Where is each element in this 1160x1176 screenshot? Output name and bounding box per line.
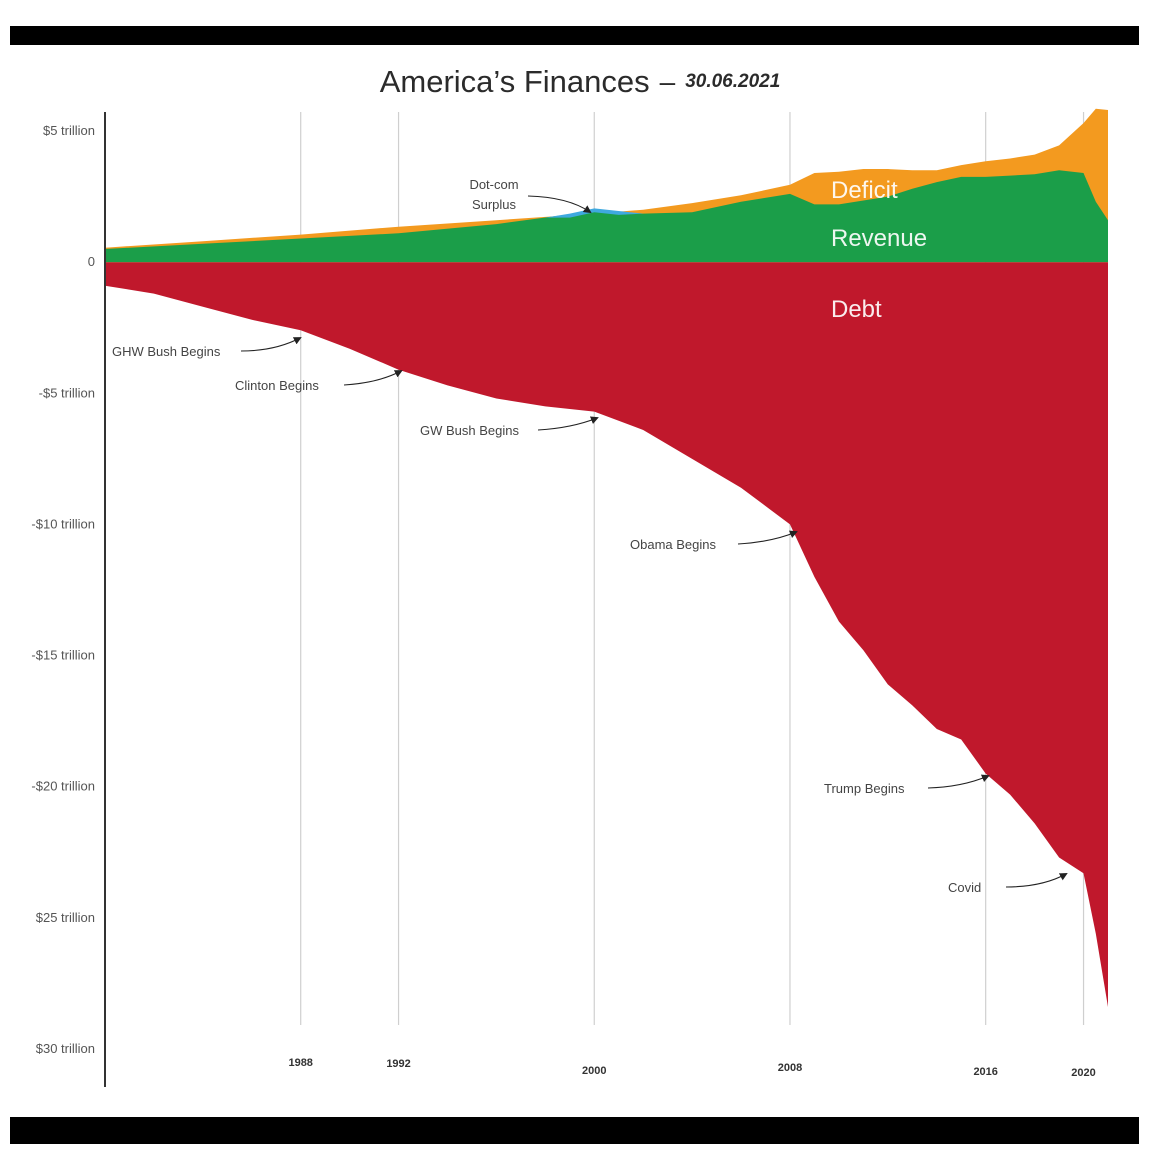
y-tick-label: -$10 trillion [31,516,95,531]
annotation-label-line2: Surplus [472,197,517,212]
annotation-label: Clinton Begins [235,378,319,393]
title-separator: – [659,66,676,97]
y-tick-label: $30 trillion [36,1041,95,1056]
deficit-label: Deficit [831,177,898,204]
annotation-label: GHW Bush Begins [112,344,221,359]
annotation-label: Dot-com [469,177,518,192]
title-date: 30.06.2021 [685,71,781,92]
annotation-arrow [527,195,592,214]
annotation-arrow [927,774,990,789]
x-tick-label: 2008 [778,1062,802,1074]
annotation-label: Obama Begins [630,537,716,552]
debt-area [105,262,1108,1008]
annotation-arrow [343,370,403,386]
y-tick-label: -$20 trillion [31,779,95,794]
bottom-frame-bar [10,1117,1139,1144]
y-tick-label: -$15 trillion [31,648,95,663]
annotation-arrow [1005,873,1068,888]
y-tick-label: 0 [88,254,95,269]
debt-label: Debt [831,296,882,323]
annotation-label: GW Bush Begins [420,423,519,438]
x-tick-label: 2020 [1071,1067,1095,1079]
chart-title: America’s Finances –30.06.2021 [0,64,1160,100]
annotation-arrow [537,416,599,431]
x-tick-label: 2016 [973,1066,997,1078]
y-tick-label: $5 trillion [43,123,95,138]
x-tick-label: 1988 [288,1057,312,1069]
title-text: America’s Finances [379,64,650,99]
revenue-area [105,170,1108,263]
annotation-label: Covid [948,880,981,895]
annotation-arrow [737,530,798,545]
x-tick-label: 2000 [582,1065,606,1077]
y-tick-label: -$5 trillion [39,385,95,400]
revenue-label: Revenue [831,225,927,252]
y-tick-label: $25 trillion [36,910,95,925]
annotation-arrow [240,337,302,352]
x-tick-label: 1992 [386,1058,410,1070]
annotation-label: Trump Begins [824,781,905,796]
surplus-area [545,208,644,218]
top-frame-bar [10,26,1139,45]
